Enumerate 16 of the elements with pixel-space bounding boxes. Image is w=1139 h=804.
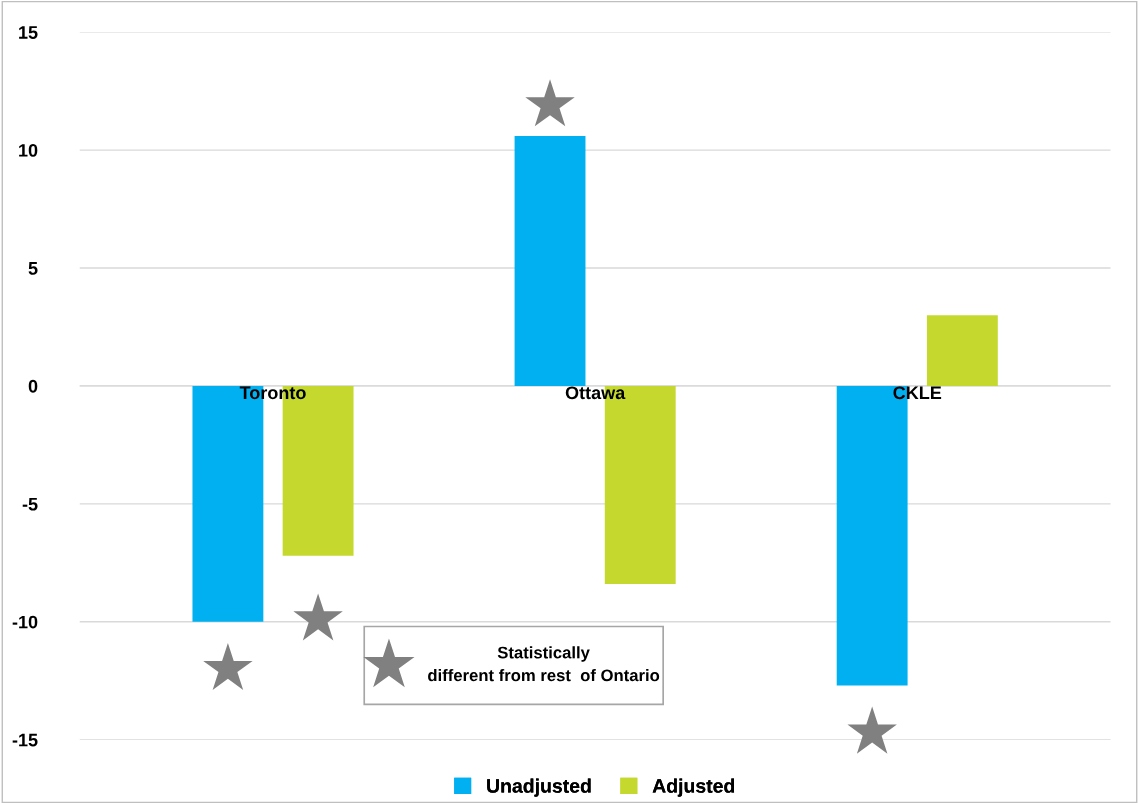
point xyxy=(847,706,897,754)
x-tick-label: Toronto xyxy=(239,386,306,400)
y-tick-label: 10 xyxy=(19,144,38,157)
y-tick-label: -5 xyxy=(22,497,38,511)
y-tick-label: -10 xyxy=(12,615,38,629)
point xyxy=(525,79,575,127)
y-tick-label: 0 xyxy=(28,379,38,393)
bar xyxy=(514,135,586,386)
point xyxy=(203,642,253,690)
y-tick-label: -15 xyxy=(12,733,38,747)
annotation: Statistically different from rest of Ontario xyxy=(428,646,660,682)
legend-label: Unadjusted xyxy=(487,778,591,797)
bar xyxy=(926,315,998,386)
y-tick-label: 5 xyxy=(28,262,38,275)
legend-label: Adjusted xyxy=(652,778,735,797)
y-tick-label: 15 xyxy=(19,26,38,39)
